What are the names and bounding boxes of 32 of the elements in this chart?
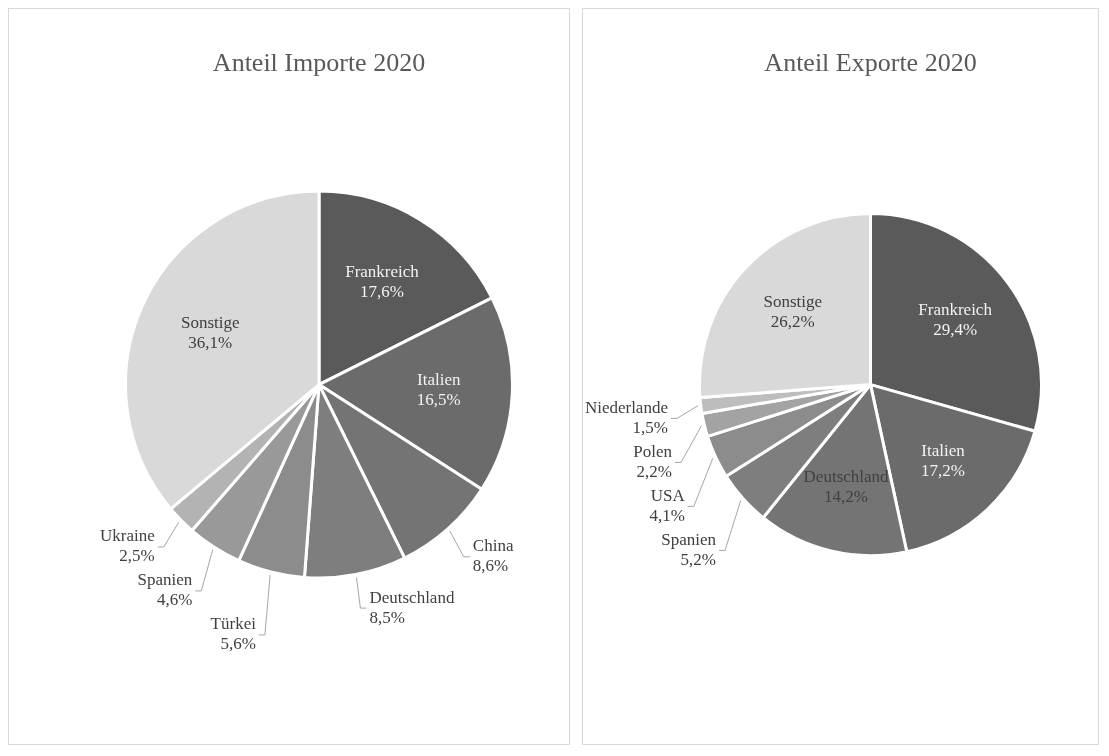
data-label: 1,5% bbox=[632, 417, 668, 437]
data-label: 17,2% bbox=[921, 461, 966, 481]
slice-label: Sonstige bbox=[181, 313, 240, 333]
slice-label: Niederlande bbox=[584, 397, 668, 417]
data-label: 4,6% bbox=[156, 590, 193, 610]
data-label: 5,6% bbox=[220, 634, 256, 654]
slice-label: Polen bbox=[633, 441, 673, 461]
chart-title: Anteil Importe 2020 bbox=[212, 48, 426, 78]
data-label: 16,5% bbox=[416, 390, 461, 410]
data-label: 17,6% bbox=[360, 281, 404, 301]
slice-label: Italien bbox=[417, 370, 462, 390]
slice-label: USA bbox=[650, 485, 686, 505]
data-label: 2,5% bbox=[119, 546, 155, 566]
data-label: 5,2% bbox=[680, 549, 717, 569]
slice-label: Italien bbox=[921, 441, 966, 461]
slice-label: Sonstige bbox=[763, 291, 823, 311]
slice-label: Frankreich bbox=[918, 300, 993, 320]
slice-label: Ukraine bbox=[100, 526, 155, 546]
slice-label: Spanien bbox=[661, 529, 717, 549]
data-label: 36,1% bbox=[188, 333, 233, 353]
slice-label: China bbox=[472, 536, 514, 556]
chart-title: Anteil Exporte 2020 bbox=[764, 48, 977, 78]
slice-label: Spanien bbox=[137, 570, 193, 590]
data-label: 4,1% bbox=[649, 505, 685, 525]
data-label: 2,2% bbox=[636, 461, 673, 481]
slice-label: Deutschland bbox=[369, 587, 455, 607]
data-label: 26,2% bbox=[770, 311, 815, 331]
data-label: 8,5% bbox=[369, 607, 405, 627]
slice-label: Frankreich bbox=[345, 261, 420, 281]
data-label: 8,6% bbox=[472, 556, 509, 576]
slice-label: Türkei bbox=[210, 614, 257, 634]
data-label: 29,4% bbox=[933, 320, 978, 340]
